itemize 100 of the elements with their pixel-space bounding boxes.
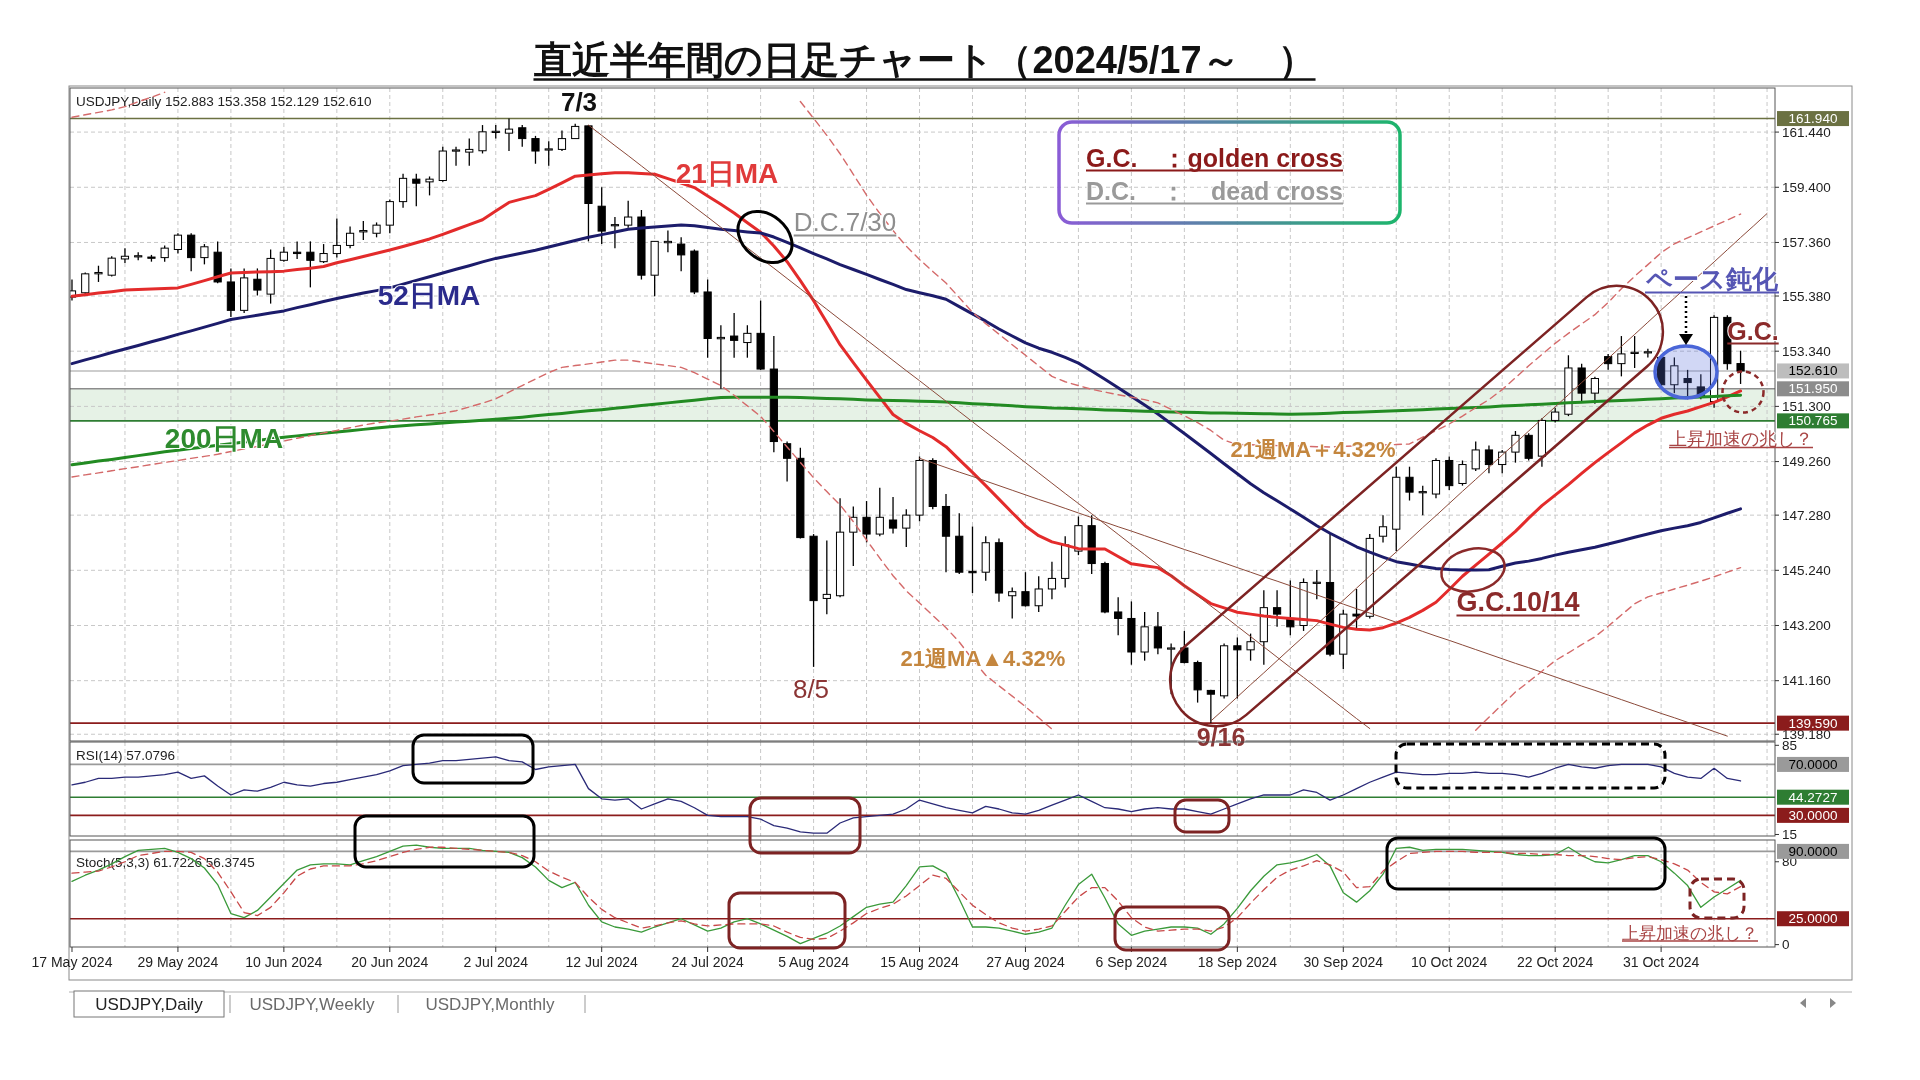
y-tick-label: 153.340 xyxy=(1782,343,1831,359)
candlestick xyxy=(902,508,911,548)
x-tick-label: 30 Sep 2024 xyxy=(1303,954,1384,970)
candlestick xyxy=(1511,430,1520,464)
candlestick xyxy=(677,236,686,272)
x-tick-label: 15 Aug 2024 xyxy=(880,954,960,970)
candlestick xyxy=(624,200,633,229)
candlestick xyxy=(782,440,792,483)
candlestick xyxy=(1312,569,1321,600)
candlestick xyxy=(1047,561,1057,600)
candlestick xyxy=(306,240,315,289)
y-tick-label: 155.380 xyxy=(1782,288,1831,304)
x-tick-label: 18 Sep 2024 xyxy=(1197,954,1278,970)
candlestick xyxy=(1008,586,1017,620)
candlestick xyxy=(1114,596,1123,636)
candlestick xyxy=(1405,466,1414,502)
x-tick-label: 12 Jul 2024 xyxy=(565,954,639,970)
ref-line-label: 25.0000 xyxy=(1788,911,1838,927)
x-tick-label: 2 Jul 2024 xyxy=(463,954,529,970)
candlestick xyxy=(875,487,884,537)
ref-line-label: 161.940 xyxy=(1788,111,1838,127)
annotation: ペース鈍化 xyxy=(1645,264,1779,294)
ref-line-label: 151.950 xyxy=(1788,381,1838,397)
candlestick xyxy=(465,137,474,167)
text: USDJPY,Daily xyxy=(95,994,204,1014)
annotation: G.C. ：golden cross xyxy=(1086,144,1343,172)
ref-line-label: 139.590 xyxy=(1788,715,1838,731)
y-tick-label: 0 xyxy=(1782,937,1790,953)
x-tick-label: 22 Oct 2024 xyxy=(1517,954,1594,970)
x-tick-label: 24 Jul 2024 xyxy=(671,954,745,970)
candlestick xyxy=(1034,575,1043,613)
x-tick-label: 20 Jun 2024 xyxy=(351,954,429,970)
text: USDJPY,Monthly xyxy=(425,994,556,1014)
candlestick xyxy=(1630,335,1639,369)
x-tick-label: 17 May 2024 xyxy=(31,954,113,970)
y-tick-label: 147.280 xyxy=(1782,507,1831,523)
ref-line-label: 30.0000 xyxy=(1788,807,1838,823)
chart-title: 直近半年間の日足チャート（2024/5/17～ ） xyxy=(533,39,1316,81)
annotation: G.C.10/14 xyxy=(1456,587,1580,617)
candlestick xyxy=(451,146,461,167)
chart-subtitle: USDJPY,Daily 152.883 153.358 152.129 152.610 xyxy=(76,93,372,109)
y-tick-label: 15 xyxy=(1782,826,1798,842)
candlestick xyxy=(1021,571,1030,608)
candlestick xyxy=(385,198,394,234)
candlestick xyxy=(822,539,831,615)
candlestick xyxy=(1418,484,1427,516)
annotation: 上昇加速の兆し？ xyxy=(1622,923,1758,943)
candlestick xyxy=(1736,350,1745,385)
candlestick xyxy=(1352,588,1361,629)
x-tick-label: 27 Aug 2024 xyxy=(986,954,1065,970)
candlestick xyxy=(730,312,739,359)
candlestick xyxy=(120,247,130,264)
text: USDJPY,Weekly xyxy=(249,994,376,1014)
x-tick-label: 10 Jun 2024 xyxy=(245,954,323,970)
candlestick xyxy=(398,173,408,209)
candlestick xyxy=(504,117,514,152)
x-tick-label: 31 Oct 2024 xyxy=(1622,954,1700,970)
candlestick xyxy=(1670,356,1679,394)
annotation: 7/3 xyxy=(560,87,598,117)
candlestick xyxy=(173,232,183,255)
annotation: 21日MA xyxy=(675,157,779,189)
x-tick-label: 29 May 2024 xyxy=(137,954,219,970)
candlestick xyxy=(968,525,977,594)
candlestick xyxy=(610,216,620,249)
candlestick xyxy=(557,129,567,152)
candlestick xyxy=(1524,432,1533,462)
candlestick xyxy=(862,500,871,544)
ref-line-label: 44.2727 xyxy=(1788,789,1838,805)
candlestick xyxy=(1484,444,1494,474)
y-tick-label: 149.260 xyxy=(1782,454,1831,470)
candlestick xyxy=(345,225,355,249)
ref-line-label: 90.0000 xyxy=(1788,843,1838,859)
annotation: 21週MA▲4.32% xyxy=(900,645,1066,671)
candlestick xyxy=(200,243,209,266)
annotation: 52日MA xyxy=(377,279,481,311)
candlestick xyxy=(518,124,527,148)
y-tick-label: 161.440 xyxy=(1782,124,1831,140)
x-tick-label: 6 Sep 2024 xyxy=(1095,954,1168,970)
ref-line-label: 70.0000 xyxy=(1788,756,1838,772)
candlestick xyxy=(1643,348,1652,359)
candlestick xyxy=(359,220,368,241)
y-tick-label: 157.360 xyxy=(1782,234,1831,250)
x-tick-label: 5 Aug 2024 xyxy=(778,954,850,970)
candlestick xyxy=(187,232,196,272)
y-tick-label: 159.400 xyxy=(1782,179,1831,195)
candlestick xyxy=(1272,589,1282,628)
candlestick xyxy=(425,175,434,197)
candlestick xyxy=(1233,636,1242,700)
candlestick xyxy=(544,140,553,167)
ref-line-label: 150.765 xyxy=(1788,413,1838,429)
candlestick xyxy=(412,173,421,207)
candlestick xyxy=(1378,514,1388,544)
candlestick xyxy=(531,135,540,165)
candlestick xyxy=(332,217,341,259)
y-tick-label: 145.240 xyxy=(1782,562,1831,578)
y-tick-label: 143.200 xyxy=(1782,617,1831,633)
candlestick xyxy=(1590,375,1599,405)
annotation: 上昇加速の兆し？ xyxy=(1669,429,1813,449)
candlestick xyxy=(743,324,752,359)
annotation: D.C. ： dead cross xyxy=(1086,177,1344,205)
